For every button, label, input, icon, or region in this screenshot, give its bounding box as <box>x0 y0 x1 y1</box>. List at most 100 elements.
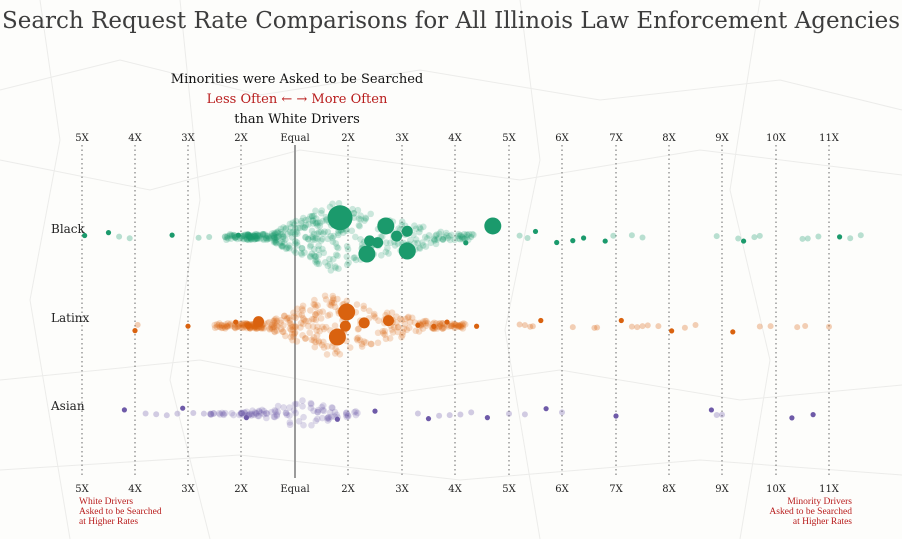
agency-dot-faint <box>320 249 328 257</box>
agency-dot-faint <box>430 235 438 243</box>
agency-dot-tail <box>529 323 536 330</box>
row-label-black: Black <box>51 222 86 236</box>
agency-dot-tail <box>457 411 464 418</box>
agency-dot-faint <box>284 314 291 322</box>
agency-dot-faint <box>250 231 258 239</box>
agency-dot-faint <box>228 232 236 240</box>
agency-dot-faint <box>399 328 407 336</box>
x-tick-label-bottom: 9X <box>715 484 729 495</box>
agency-dot-faint <box>243 408 250 416</box>
agency-dot-faint <box>314 222 321 229</box>
agency-dot-faint <box>319 402 327 409</box>
agency-dot-faint <box>218 324 225 332</box>
agency-dot-faint <box>314 408 321 416</box>
agency-dot-faint <box>207 410 214 418</box>
x-tick-label-top: 3X <box>181 133 195 144</box>
agency-dot-faint <box>273 228 281 236</box>
agency-dot-faint <box>440 324 448 331</box>
agency-dot-faint <box>315 337 322 345</box>
agency-dot-faint <box>391 242 399 249</box>
agency-dot <box>235 232 241 238</box>
agency-dot-faint <box>266 235 273 242</box>
agency-dot-faint <box>226 230 234 238</box>
agency-dot-faint <box>387 239 394 247</box>
more-often-label: More Often <box>311 92 388 107</box>
agency-dot-faint <box>255 412 263 420</box>
agency-dot-faint <box>324 417 332 424</box>
agency-dot-faint <box>297 319 305 327</box>
agency-dot-faint <box>298 245 306 252</box>
agency-dot-faint <box>320 407 328 415</box>
agency-dot-tail <box>142 410 149 417</box>
agency-dot-faint <box>312 253 320 260</box>
agency-dot-faint <box>343 411 350 419</box>
agency-dot <box>121 407 127 413</box>
agency-dot-faint <box>289 336 296 344</box>
x-tick-label-bottom: Equal <box>280 484 309 495</box>
agency-dot-faint <box>331 322 339 329</box>
agency-dot-tail <box>195 234 202 241</box>
agency-dot-faint <box>246 324 254 332</box>
agency-dot-tail <box>524 235 531 242</box>
agency-dot-tail <box>436 412 443 419</box>
agency-dot <box>132 328 138 334</box>
agency-dot-faint <box>328 404 336 411</box>
agency-dot-faint <box>324 342 331 350</box>
agency-dot-faint <box>251 235 258 243</box>
agency-dot-faint <box>285 244 293 252</box>
agency-dot-tail <box>634 324 641 331</box>
agency-dot-faint <box>324 262 332 270</box>
row-label-asian: Asian <box>50 399 85 413</box>
agency-dot-faint <box>356 222 363 230</box>
agency-dot-faint <box>420 223 427 231</box>
agency-dot-faint <box>259 230 267 238</box>
agency-dot-faint <box>329 200 336 208</box>
agency-dot-faint <box>224 232 231 240</box>
x-tick-label-bottom: 2X <box>234 484 248 495</box>
agency-dot-faint <box>253 410 260 417</box>
agency-dot-faint <box>231 323 239 331</box>
agency-dot-faint <box>447 322 455 330</box>
agency-dot-faint <box>290 407 298 414</box>
agency-dot-faint <box>458 324 465 331</box>
agency-dot-faint <box>302 221 310 229</box>
agency-dot-faint <box>244 236 251 243</box>
agency-dot-tail <box>767 323 774 330</box>
agency-dot-faint <box>251 232 259 240</box>
agency-dot-faint <box>400 325 408 332</box>
agency-dot-faint <box>266 234 274 242</box>
agency-dot-tail <box>446 412 453 419</box>
agency-dot-faint <box>300 413 307 421</box>
agency-dot-faint <box>343 242 351 250</box>
agency-dot-faint <box>231 232 238 239</box>
agency-dot-faint <box>312 215 320 222</box>
agency-dot-faint <box>285 314 293 322</box>
agency-dot-faint <box>314 302 321 309</box>
agency-dot-faint <box>302 317 309 325</box>
agency-dot <box>233 319 239 325</box>
agency-dot-faint <box>315 228 323 236</box>
agency-dot-faint <box>266 326 273 333</box>
agency-dot-faint <box>329 238 337 246</box>
agency-dot-faint <box>286 421 294 429</box>
agency-dot-faint <box>264 235 272 242</box>
agency-dot-faint <box>288 234 296 241</box>
agency-dot-tail <box>815 233 822 240</box>
agency-dot <box>82 232 88 239</box>
row-labels: Black Latinx Asian <box>50 222 90 413</box>
agency-dot-faint <box>362 215 370 222</box>
agency-dot-faint <box>314 219 321 226</box>
agency-dot-faint <box>439 235 447 243</box>
x-tick-label-bottom: 3X <box>181 484 195 495</box>
agency-dot-tail <box>414 410 421 417</box>
agency-dot-faint <box>464 231 471 239</box>
agency-dot-faint <box>280 312 288 320</box>
agency-dot-faint <box>354 326 362 333</box>
agency-dot-faint <box>463 231 470 238</box>
agency-dot <box>185 323 191 329</box>
agency-dot-faint <box>263 235 270 242</box>
agency-dot-faint <box>417 225 424 233</box>
agency-dot-faint <box>237 320 245 328</box>
agency-dot-faint <box>324 235 331 243</box>
agency-dot-faint <box>290 309 297 317</box>
